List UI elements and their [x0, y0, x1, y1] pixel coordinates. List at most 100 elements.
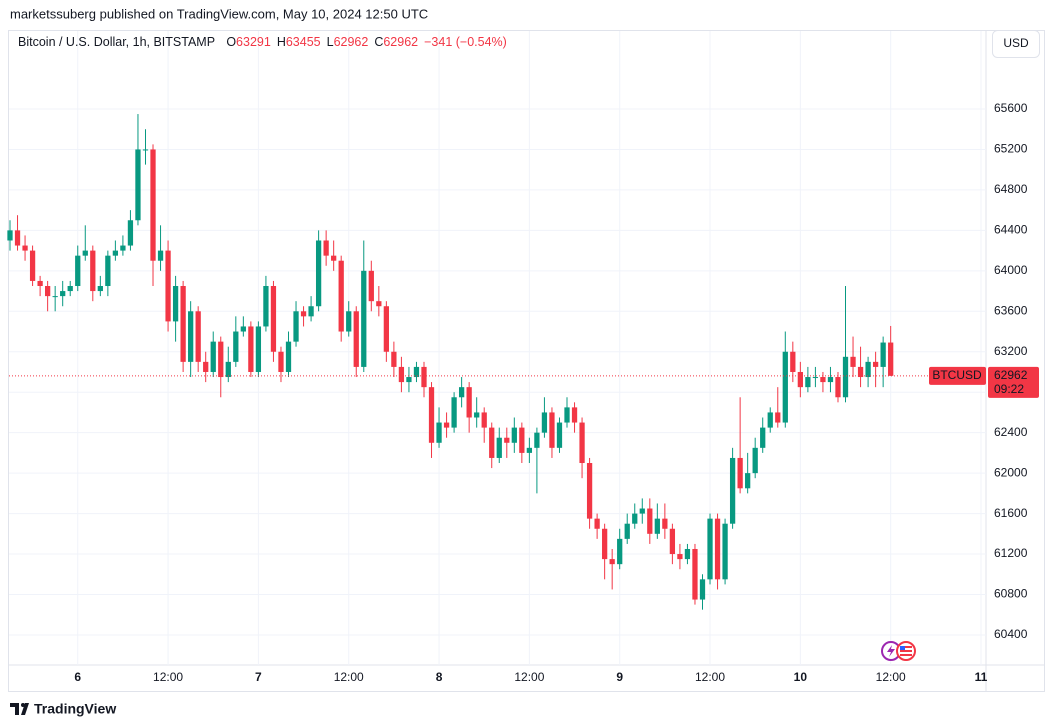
candle-body [594, 518, 600, 529]
candle-body [323, 240, 329, 256]
ohlc-label: C [374, 35, 383, 49]
candle-body [112, 250, 119, 256]
candle-body [421, 366, 427, 388]
candle-body [842, 356, 849, 398]
candle-body [353, 311, 359, 367]
ticker-badge [929, 366, 986, 385]
ticker: BTCUSD [932, 368, 982, 382]
candle-body [346, 311, 352, 332]
candle-body [474, 412, 480, 418]
candle-body [120, 245, 126, 251]
price-badge [988, 366, 1039, 398]
x-tick-label: 12:00 [153, 670, 183, 684]
y-tick-label: 60800 [994, 587, 1028, 601]
candle-body [188, 311, 194, 362]
y-tick-label: 64400 [994, 223, 1028, 237]
indicator-icons[interactable] [881, 641, 916, 661]
candle-body [775, 412, 781, 423]
candle-body [797, 371, 803, 388]
x-tick-label: 9 [616, 670, 623, 684]
candle-body [722, 523, 728, 580]
candle-body [67, 286, 73, 292]
candle-body [157, 250, 164, 261]
candle-body [315, 240, 322, 307]
candle-body [127, 220, 134, 246]
countdown: 09:22 [994, 382, 1024, 396]
event-flag-stripe [900, 652, 912, 654]
candle-body [684, 548, 691, 560]
candle-body [45, 286, 51, 297]
candle-body [90, 250, 96, 292]
candle-body [519, 427, 525, 453]
candle-body [458, 387, 465, 398]
candle-body [541, 412, 548, 433]
y-tick-label: 61600 [994, 506, 1028, 520]
candle-body [428, 387, 435, 443]
candle-body [82, 250, 88, 256]
candle-body [489, 427, 495, 458]
candle-body [285, 341, 292, 372]
candle-body [790, 351, 796, 372]
candle-body [865, 361, 871, 378]
candle-body [225, 361, 231, 378]
candle-body [707, 518, 713, 580]
candles [7, 114, 894, 610]
candle-body [496, 437, 502, 458]
y-tick-label: 65200 [994, 142, 1028, 156]
candle-body [857, 366, 864, 378]
candle-body [406, 377, 412, 383]
candle-body [654, 518, 660, 534]
candle-body [511, 427, 517, 443]
candle-body [549, 412, 555, 448]
candle-body [105, 255, 111, 287]
candle-body [692, 548, 698, 600]
candle-body [534, 432, 540, 448]
candle-body [383, 306, 389, 352]
x-tick-label: 7 [255, 670, 262, 684]
y-tick-label: 61200 [994, 546, 1028, 560]
candle-body [617, 538, 623, 565]
ohlc-label: H [277, 35, 286, 49]
candle-body [579, 422, 585, 464]
candle-body [29, 250, 36, 281]
x-tick-label: 10 [794, 670, 808, 684]
ohlc-value: 62962 [334, 35, 369, 49]
y-tick-label: 62400 [994, 425, 1028, 439]
candle-body [135, 149, 141, 221]
candle-body [376, 301, 382, 307]
candle-body [331, 255, 337, 261]
x-tick-label: 6 [74, 670, 81, 684]
y-tick-label: 62000 [994, 465, 1028, 479]
candle-body [60, 291, 66, 297]
candle-body [624, 523, 630, 539]
candle-body [195, 311, 201, 362]
candle-body [172, 286, 179, 322]
publisher: marketssuberg published on TradingView.c… [10, 6, 428, 21]
candle-body [436, 422, 442, 443]
candle-body [22, 245, 28, 251]
candle-body [526, 447, 533, 453]
candle-body [255, 326, 262, 372]
candle-body [752, 447, 758, 474]
last-price: 62962 [994, 368, 1028, 382]
alert-bolt [887, 645, 895, 657]
candle-body [300, 311, 307, 317]
candle-body [760, 427, 766, 448]
candle-body [203, 361, 209, 372]
candle-body [827, 377, 834, 383]
currency[interactable]: USD [1003, 36, 1029, 50]
event-flag-canton [900, 646, 905, 650]
candle-body [767, 412, 773, 428]
candle-body [556, 422, 563, 448]
candle-body [586, 463, 593, 519]
candle-body [142, 149, 149, 151]
symbol: Bitcoin / U.S. Dollar, 1h, BITSTAMP [18, 35, 215, 49]
candle-body [218, 341, 224, 378]
brand-logo [10, 703, 29, 715]
x-tick-label: 11 [975, 670, 988, 684]
candle-body [270, 286, 277, 352]
currency-button[interactable] [992, 30, 1040, 58]
y-tick-label: 63200 [994, 344, 1028, 358]
candle-body [368, 270, 374, 302]
